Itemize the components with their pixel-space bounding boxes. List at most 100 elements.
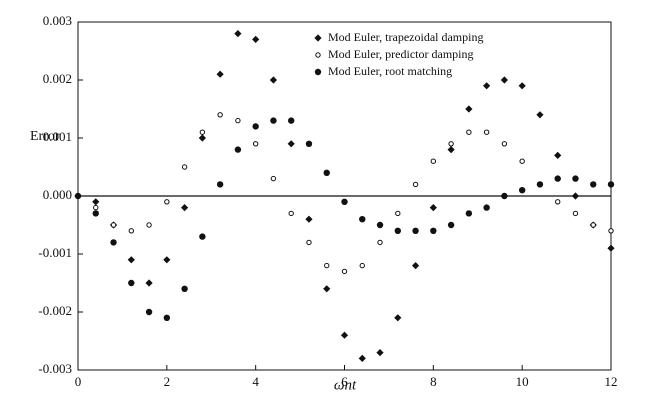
- diamond-point: [234, 30, 242, 38]
- diamond-point: [483, 82, 491, 90]
- filled-point: [288, 117, 295, 124]
- x-tick-label: 2: [164, 374, 171, 389]
- x-axis-label: ωnt: [334, 377, 357, 393]
- y-tick-label: -0.001: [38, 245, 72, 260]
- diamond-point: [358, 354, 366, 362]
- diamond-point: [571, 192, 580, 200]
- diamond-point: [145, 279, 153, 287]
- y-tick-label: 0.001: [43, 129, 72, 144]
- open-point: [164, 199, 170, 205]
- y-tick-label: -0.003: [38, 361, 72, 376]
- filled-point: [128, 279, 135, 287]
- open-point: [466, 129, 472, 135]
- open-point: [483, 129, 490, 135]
- open-point: [395, 210, 401, 217]
- x-tick-label: 4: [252, 374, 259, 389]
- diamond-point: [465, 105, 473, 113]
- filled-point: [341, 198, 348, 205]
- filled-point: [376, 221, 384, 229]
- diamond-point: [216, 70, 224, 78]
- filled-point: [412, 227, 419, 234]
- open-point: [146, 222, 152, 228]
- filled-point: [305, 140, 313, 147]
- open-point: [590, 222, 596, 228]
- diamond-point: [607, 244, 615, 252]
- filled-point: [270, 117, 277, 124]
- open-point: [252, 141, 259, 147]
- open-point: [235, 117, 241, 124]
- diamond-point: [163, 256, 171, 264]
- filled-point: [554, 175, 561, 182]
- filled-point: [359, 216, 366, 223]
- open-point: [270, 175, 277, 182]
- diamond-point: [411, 262, 420, 270]
- filled-point: [323, 169, 330, 176]
- filled-point: [465, 210, 473, 217]
- y-axis-label: Error: [30, 129, 60, 144]
- y-tick-label: 0.002: [43, 71, 72, 86]
- diamond-point: [394, 314, 402, 322]
- open-point: [93, 204, 99, 211]
- filled-point: [430, 227, 437, 234]
- legend-label: Mod Euler, predictor damping: [328, 47, 473, 61]
- diamond-point: [447, 146, 455, 154]
- open-point: [359, 262, 365, 269]
- y-tick-label: 0.003: [43, 13, 72, 28]
- open-point: [324, 262, 330, 269]
- open-point: [377, 239, 383, 246]
- filled-point: [252, 123, 259, 130]
- open-point: [128, 228, 135, 234]
- legend-label: Mod Euler, root matching: [328, 64, 452, 78]
- filled-point: [590, 181, 597, 188]
- diamond-point: [198, 134, 206, 142]
- diamond-point: [376, 349, 384, 357]
- open-point: [217, 112, 223, 118]
- open-point: [608, 228, 614, 234]
- diamond-point: [127, 256, 135, 264]
- diamond-point: [429, 204, 437, 212]
- filled-point: [394, 227, 401, 234]
- x-tick-label: 6: [341, 374, 348, 389]
- filled-point: [74, 192, 82, 200]
- filled-point: [483, 204, 490, 211]
- filled-point: [518, 187, 526, 194]
- open-point: [288, 210, 294, 217]
- x-tick-label: 8: [430, 374, 437, 389]
- diamond-point: [252, 35, 260, 43]
- open-point: [306, 239, 312, 246]
- x-tick-label: 10: [516, 374, 529, 389]
- diamond-point: [92, 198, 100, 206]
- filled-point: [163, 314, 171, 321]
- filled-point: [536, 181, 544, 188]
- diamond-point: [181, 204, 189, 212]
- open-point: [110, 222, 117, 228]
- diamond-point: [554, 151, 562, 159]
- filled-point: [145, 308, 153, 316]
- open-point: [341, 268, 348, 275]
- y-tick-label: 0.000: [43, 187, 72, 202]
- x-tick-label: 0: [75, 374, 82, 389]
- diamond-point: [500, 76, 508, 84]
- open-point: [430, 158, 437, 164]
- x-tick-label: 12: [605, 374, 618, 389]
- diamond-point: [269, 76, 278, 84]
- open-point: [519, 158, 525, 164]
- filled-point: [181, 285, 188, 292]
- filled-point: [110, 239, 117, 246]
- open-point: [199, 129, 206, 135]
- legend-label: Mod Euler, trapezoidal damping: [328, 30, 483, 44]
- diamond-point: [518, 82, 526, 90]
- filled-point: [572, 175, 579, 182]
- open-point: [448, 141, 454, 147]
- filled-point: [234, 146, 242, 153]
- diamond-point: [340, 331, 349, 339]
- filled-point: [216, 181, 224, 188]
- filled-point: [501, 192, 508, 200]
- filled-point: [92, 210, 99, 217]
- filled-point: [607, 181, 615, 188]
- open-point: [315, 52, 321, 58]
- filled-point: [199, 233, 206, 240]
- diamond-point: [314, 34, 322, 42]
- open-point: [501, 141, 508, 147]
